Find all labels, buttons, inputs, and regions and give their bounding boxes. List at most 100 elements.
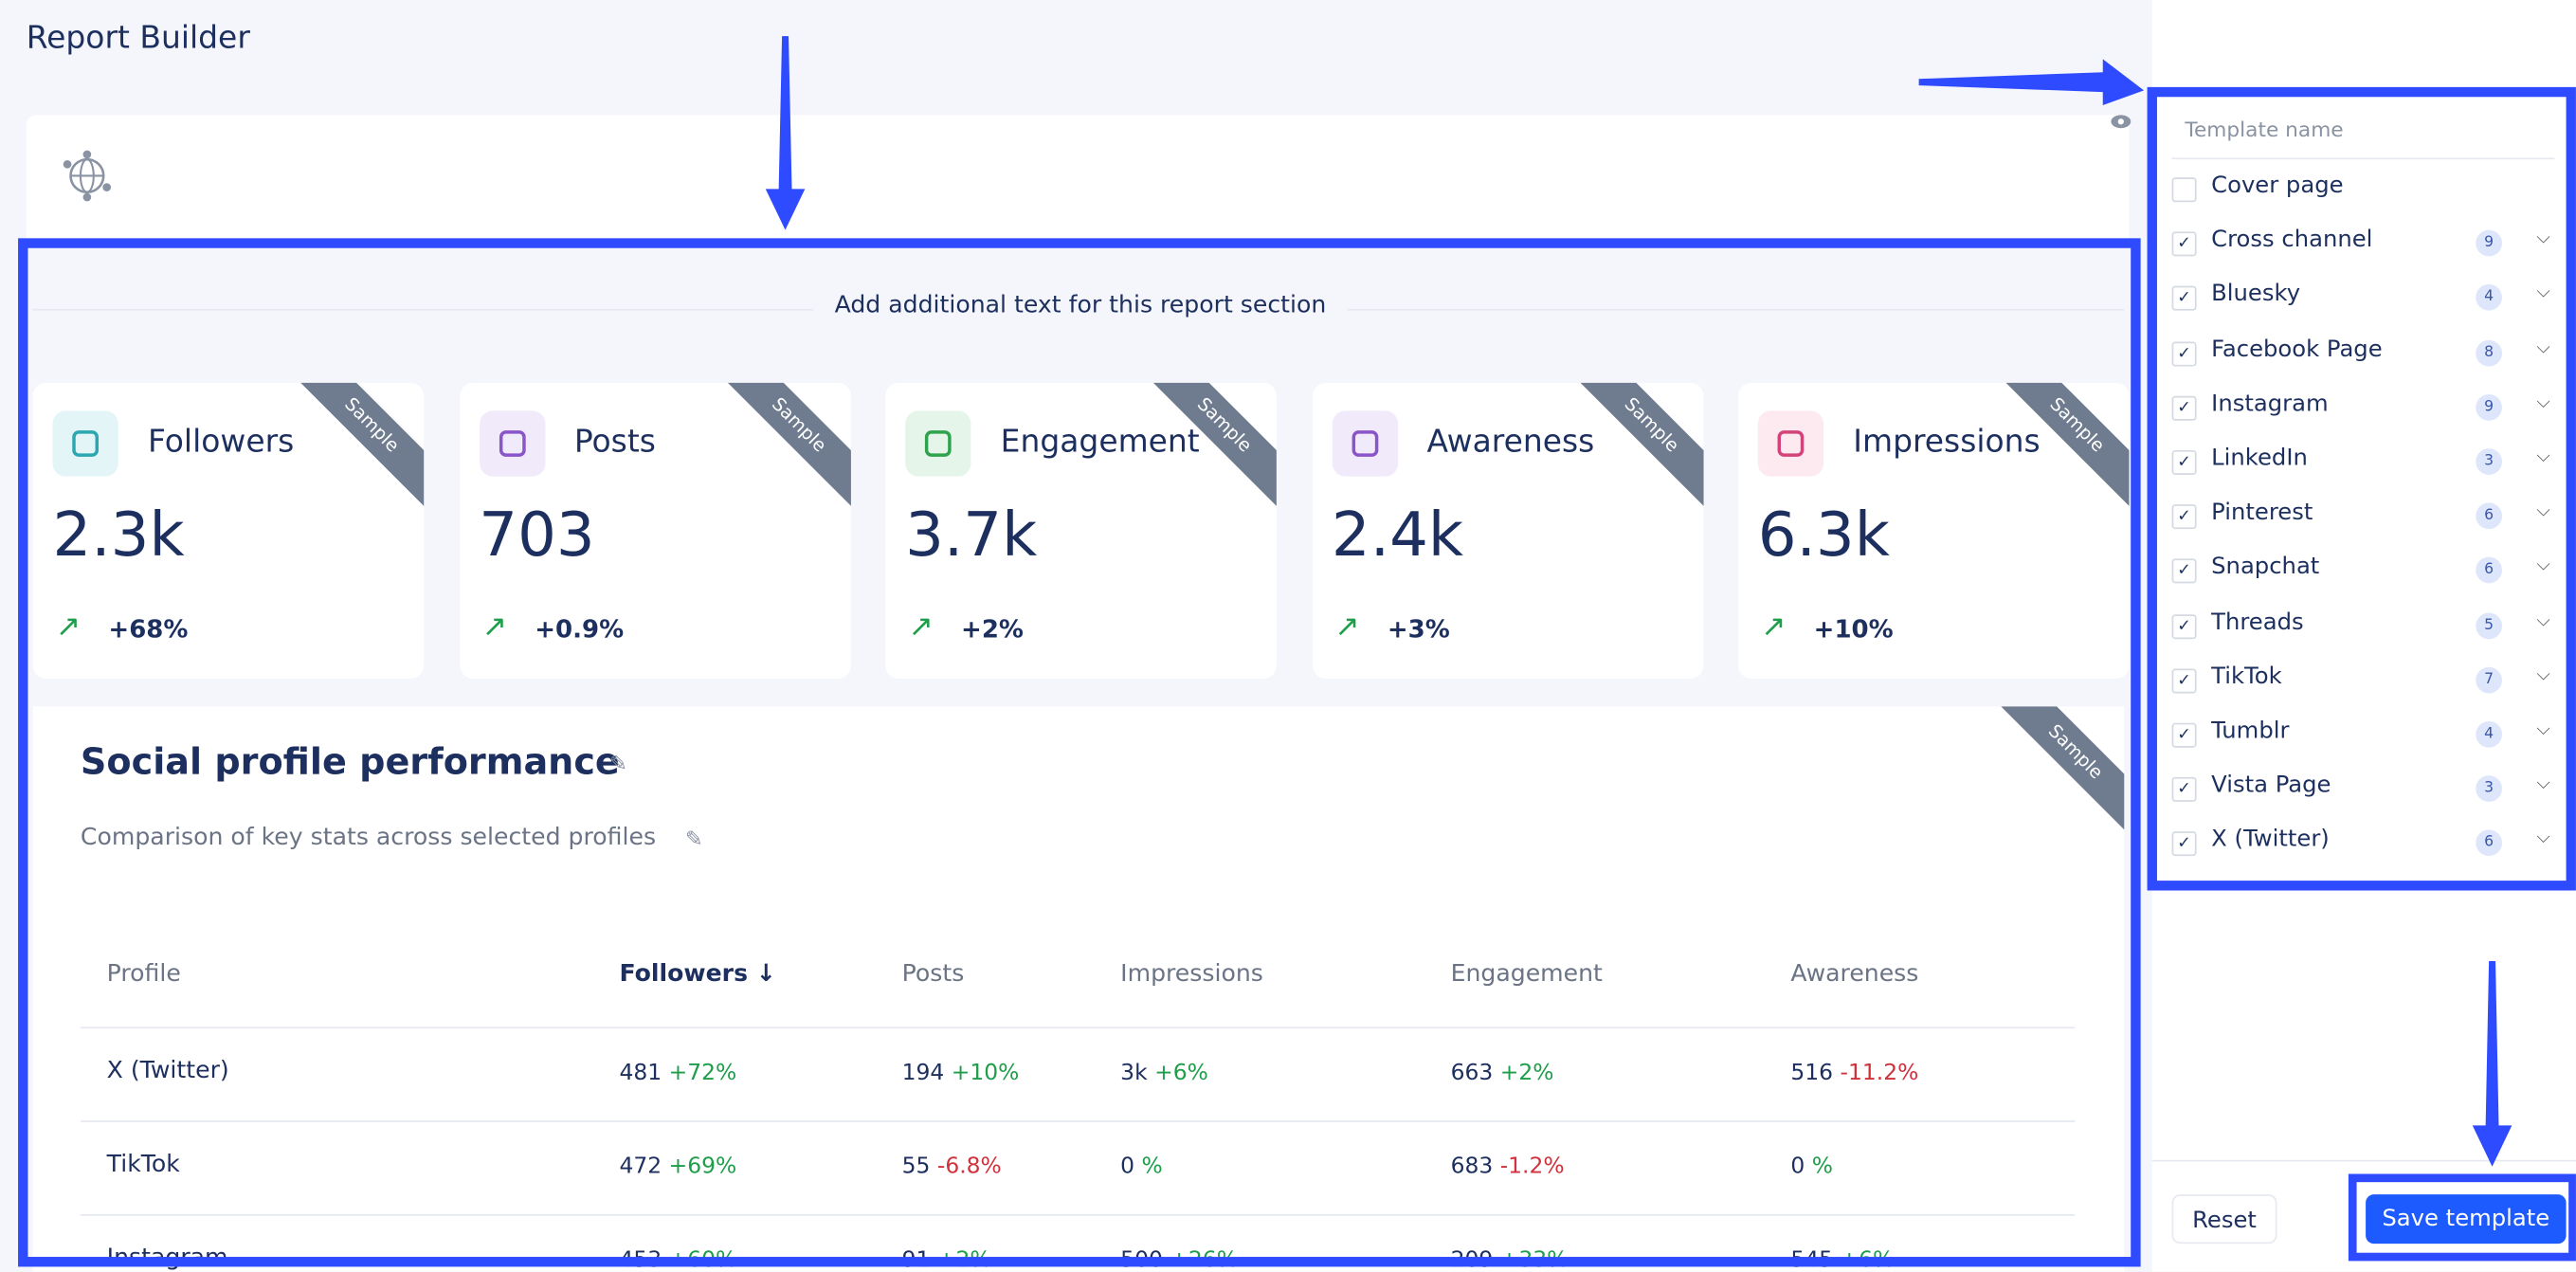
checkbox[interactable]: ✓ [2171,504,2197,530]
item-label: TikTok [2211,663,2282,690]
metric-icon [1331,410,1398,477]
stat-cell: 472 +69% [619,1154,736,1180]
trend-arrow: ↗ [908,609,934,645]
highlight-box [2147,86,2576,891]
expand-icon[interactable]: ⌵ [2536,554,2550,576]
stat-change: +2% [1499,1060,1554,1086]
expand-icon[interactable]: ⌵ [2536,227,2550,249]
metric-value: 3.7k [905,499,1038,571]
template-item[interactable]: ✓ Snapchat 6 ⌵ [2171,554,2567,588]
expand-icon[interactable]: ⌵ [2536,609,2550,630]
item-count: 7 [2476,666,2502,694]
checkbox[interactable]: ✓ [2171,831,2197,857]
item-count: 3 [2476,448,2502,475]
trend-arrow: ↗ [1761,609,1787,645]
stat-change: -6.8% [936,1153,1002,1180]
metric-change: +10% [1813,614,1894,645]
item-label: Bluesky [2211,282,2301,308]
sidebar [2151,0,2576,1272]
metric-icon [1757,410,1824,477]
metric-title: Posts [573,424,656,461]
checkbox[interactable]: ✓ [2171,613,2197,639]
divider [2151,1159,2576,1162]
expand-icon[interactable]: ⌵ [2536,391,2550,412]
expand-icon[interactable]: ⌵ [2536,282,2550,303]
row-divider [80,1213,2076,1216]
arrow [1918,59,2145,105]
template-item[interactable]: ✓ Vista Page 3 ⌵ [2171,772,2567,806]
save-button[interactable]: Save template [2366,1194,2567,1245]
column-header[interactable]: Posts [901,961,965,988]
item-label: Tumblr [2211,718,2290,745]
template-item[interactable]: ✓ Bluesky 4 ⌵ [2171,282,2567,315]
expand-icon[interactable]: ⌵ [2536,445,2550,467]
performance-title: Social profile performance [80,742,620,784]
column-header[interactable]: Profile [106,961,181,988]
column-header[interactable]: Followers ↓ [619,961,776,988]
column-header[interactable]: Impressions [1120,961,1263,988]
expand-icon[interactable]: ⌵ [2536,500,2550,521]
row-divider [80,1027,2076,1029]
expand-icon[interactable]: ⌵ [2536,772,2550,794]
template-item[interactable]: ✓ Tumblr 4 ⌵ [2171,718,2567,751]
metric-card: Awareness Sample 2.4k ↗ +3% [1312,382,1703,679]
template-item[interactable]: ✓ Instagram 9 ⌵ [2171,391,2567,424]
template-item[interactable]: Cover page [2171,173,2567,206]
item-label: X (Twitter) [2211,827,2330,854]
item-label: Cover page [2211,173,2344,199]
metric-title: Engagement [1000,424,1200,461]
metric-value: 2.3k [52,499,185,571]
visibility-icon[interactable] [2110,112,2132,132]
item-label: Snapchat [2211,554,2320,581]
checkbox[interactable]: ✓ [2171,286,2197,312]
metric-title: Impressions [1853,424,2041,461]
template-item[interactable]: ✓ X (Twitter) 6 ⌵ [2171,827,2567,861]
checkbox[interactable]: ✓ [2171,777,2197,803]
metric-card: Impressions Sample 6.3k ↗ +10% [1737,382,2130,679]
stat-cell: 0 % [1790,1154,1833,1180]
template-item[interactable]: ✓ LinkedIn 3 ⌵ [2171,445,2567,479]
checkbox[interactable]: ✓ [2171,668,2197,694]
checkbox[interactable]: ✓ [2171,395,2197,421]
stat-cell: 481 +72% [619,1060,736,1086]
stat-change: % [1811,1153,1833,1180]
page-title: Report Builder [26,19,250,56]
metric-card: Engagement Sample 3.7k ↗ +2% [885,382,1277,679]
item-count: 5 [2476,611,2502,639]
template-item[interactable]: ✓ Pinterest 6 ⌵ [2171,500,2567,533]
checkbox[interactable]: ✓ [2171,559,2197,585]
arrow [2472,961,2513,1167]
item-count: 6 [2476,502,2502,530]
section-text[interactable]: Add additional text for this report sect… [813,292,1348,319]
row-divider [80,1120,2076,1122]
checkbox[interactable]: ✓ [2171,449,2197,475]
reset-button[interactable]: Reset [2171,1194,2277,1245]
profile-name: TikTok [106,1152,180,1178]
edit-icon[interactable]: ✎ [609,752,627,777]
template-item[interactable]: ✓ TikTok 7 ⌵ [2171,663,2567,697]
checkbox[interactable]: ✓ [2171,722,2197,748]
item-label: Instagram [2211,391,2329,417]
template-name-input[interactable]: Template name [2171,101,2555,160]
checkbox[interactable]: ✓ [2171,340,2197,366]
column-header[interactable]: Awareness [1790,961,1919,988]
template-item[interactable]: ✓ Cross channel 9 ⌵ [2171,227,2567,261]
expand-icon[interactable]: ⌵ [2536,663,2550,685]
stat-value: 663 [1450,1060,1494,1086]
template-item[interactable]: ✓ Facebook Page 8 ⌵ [2171,336,2567,370]
checkbox[interactable]: ✓ [2171,231,2197,257]
expand-icon[interactable]: ⌵ [2536,827,2550,849]
metric-change: +3% [1387,614,1450,645]
expand-icon[interactable]: ⌵ [2536,336,2550,358]
checkbox[interactable] [2171,177,2197,203]
item-label: Vista Page [2211,772,2331,799]
stat-change: +72% [668,1060,737,1086]
column-header[interactable]: Engagement [1450,961,1603,988]
expand-icon[interactable]: ⌵ [2536,718,2550,740]
template-item[interactable]: ✓ Threads 5 ⌵ [2171,609,2567,642]
edit-icon[interactable]: ✎ [684,827,703,853]
stat-change: % [1141,1153,1163,1180]
